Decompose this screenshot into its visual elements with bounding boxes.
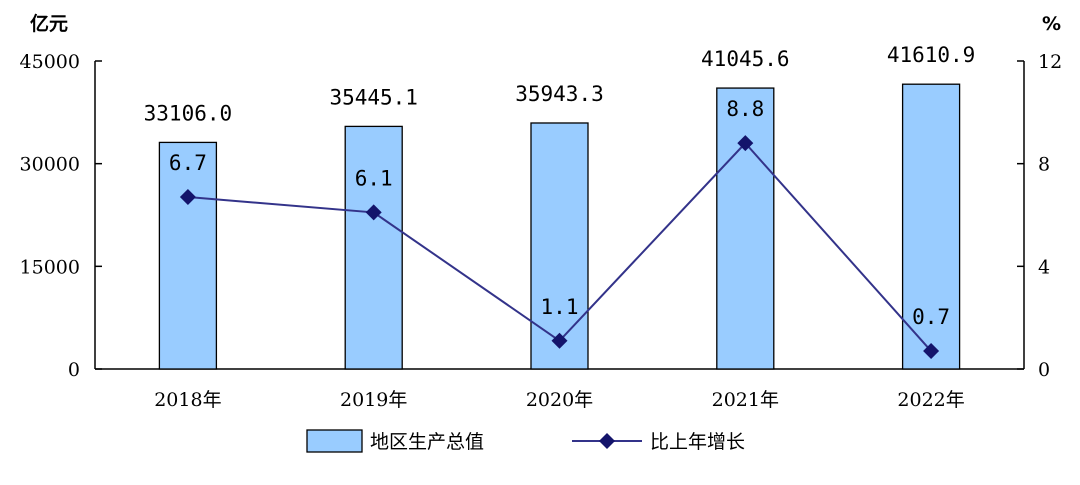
right-axis-tick-label: 12: [1038, 51, 1062, 73]
bar-value-label: 35943.3: [515, 82, 604, 106]
growth-point: [551, 332, 568, 349]
category-label: 2018年: [154, 389, 221, 411]
legend-bar-label: 地区生产总值: [370, 431, 484, 453]
bar: [901, 83, 961, 370]
right-axis-unit: %: [1042, 13, 1061, 35]
legend-line-marker: [599, 433, 615, 449]
bar-value-label: 41045.6: [701, 47, 790, 71]
category-label: 2019年: [340, 389, 407, 411]
bar-value-label: 35445.1: [329, 85, 418, 109]
left-axis-tick-label: 15000: [20, 256, 80, 278]
right-axis-tick-label: 4: [1038, 256, 1050, 278]
left-axis-ticks: 0 15000 30000 45000: [20, 51, 102, 381]
growth-value-label: 0.7: [912, 305, 950, 329]
category-label: 2021年: [712, 389, 779, 411]
legend-line-label: 比上年增长: [650, 431, 745, 453]
left-axis-tick-label: 30000: [20, 154, 80, 176]
category-label: 2022年: [897, 389, 964, 411]
bar-value-label: 41610.9: [887, 43, 976, 67]
bar: [716, 87, 775, 370]
bar: [158, 141, 218, 370]
bar: [530, 122, 589, 370]
category-labels: 2018年 2019年 2020年 2021年 2022年: [154, 389, 965, 411]
left-axis-unit: 亿元: [30, 12, 68, 35]
right-axis-tick-label: 0: [1038, 359, 1050, 381]
growth-point: [923, 343, 940, 360]
left-axis-tick-label: 45000: [20, 51, 80, 73]
growth-point: [179, 189, 196, 206]
line-series: 6.7 6.1 1.1 8.8 0.7: [169, 97, 950, 360]
category-label: 2020年: [526, 389, 593, 411]
growth-value-label: 6.1: [355, 166, 393, 190]
growth-point: [365, 204, 382, 221]
legend-bar-swatch: [306, 429, 363, 453]
legend: 地区生产总值 比上年增长: [306, 429, 745, 453]
bar: [344, 125, 403, 370]
growth-value-label: 8.8: [726, 97, 764, 121]
growth-value-label: 1.1: [541, 295, 579, 319]
left-axis-tick-label: 0: [68, 359, 80, 381]
bar-series: 33106.0 35445.1 35943.3 41045.6 41610.9: [144, 43, 976, 370]
bar-value-label: 33106.0: [144, 101, 233, 125]
right-axis-ticks: 0 4 8 12: [1017, 51, 1062, 381]
growth-point: [737, 135, 754, 152]
right-axis-tick-label: 8: [1038, 154, 1050, 176]
growth-value-label: 6.7: [169, 151, 207, 175]
